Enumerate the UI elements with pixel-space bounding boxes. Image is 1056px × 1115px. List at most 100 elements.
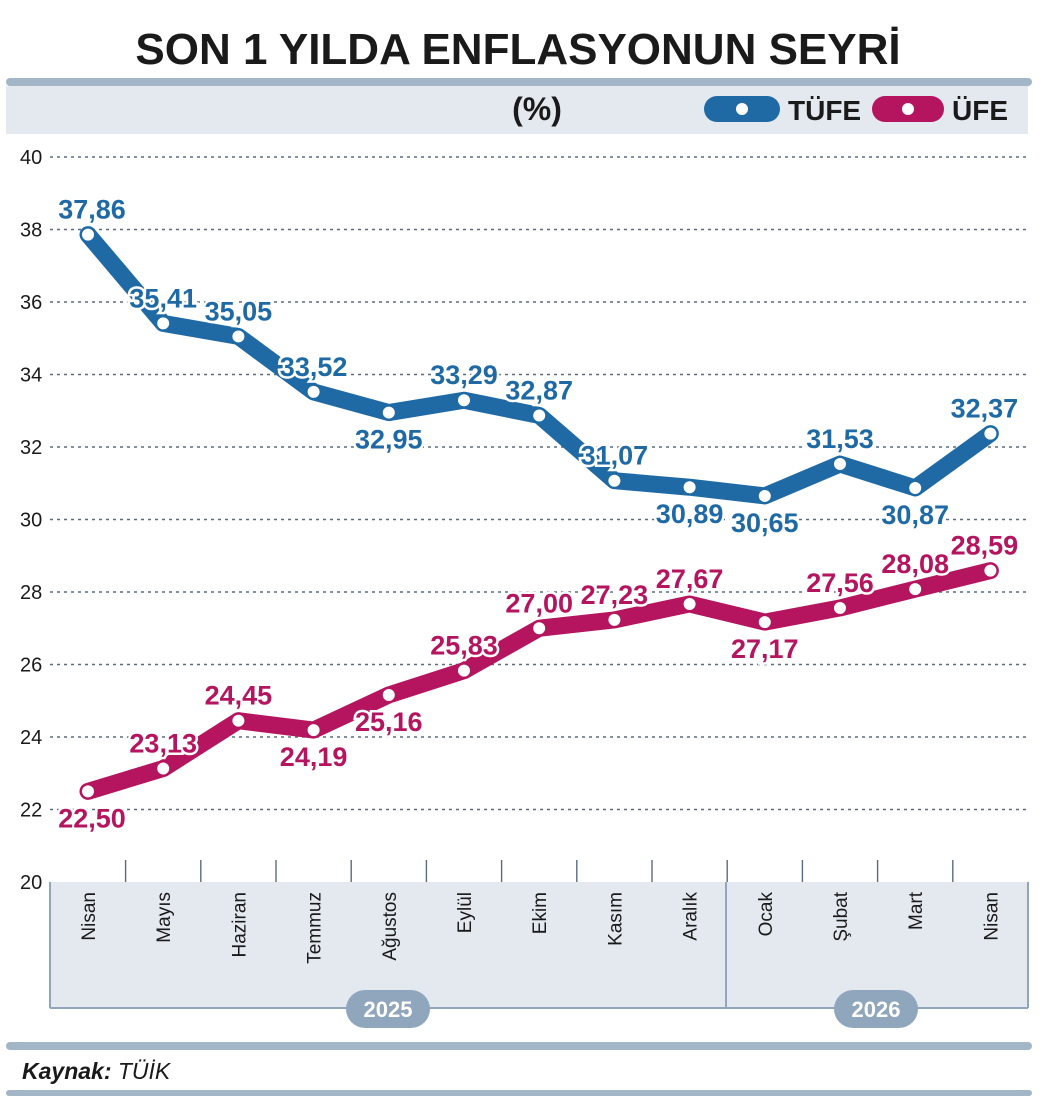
data-label: 27,67	[656, 564, 724, 594]
x-tick-label: Kasım	[605, 892, 626, 946]
data-label: 30,87	[881, 500, 949, 530]
data-label: 27,17	[731, 634, 799, 664]
data-point	[983, 426, 998, 441]
y-axis-ticks: 20 22 24 26 28 30 32 34 36 38 40	[20, 147, 42, 894]
source-label: Kaynak:	[22, 1058, 111, 1084]
data-point	[532, 621, 547, 636]
data-label: 32,95	[355, 425, 423, 455]
x-tick-label: Eylül	[455, 892, 476, 933]
data-label: 30,65	[731, 508, 799, 538]
data-label: 37,86	[58, 195, 126, 225]
year-badge-2026	[834, 990, 918, 1028]
series-layer	[79, 226, 999, 800]
y-tick-label: 36	[20, 292, 42, 314]
x-tick-label: Şubat	[831, 891, 852, 941]
y-tick-label: 34	[20, 365, 42, 387]
header-band	[6, 86, 1028, 134]
x-tick-label: Mayıs	[154, 892, 175, 943]
data-point	[908, 480, 923, 495]
y-tick-label: 40	[20, 147, 42, 169]
data-point	[607, 612, 622, 627]
plot-area	[50, 134, 1028, 882]
y-tick-label: 32	[20, 437, 42, 459]
data-label: 27,23	[581, 580, 649, 610]
y-tick-label: 22	[20, 800, 42, 822]
data-label: 27,00	[505, 588, 573, 618]
legend: TÜFE ÜFE	[704, 95, 1008, 126]
y-grid	[50, 156, 1028, 811]
data-label: 24,45	[205, 681, 273, 711]
data-point	[381, 687, 396, 702]
data-label: 35,05	[205, 296, 273, 326]
data-label: 31,07	[581, 441, 649, 471]
footer-frame-top	[6, 1042, 1032, 1050]
data-point	[833, 600, 847, 615]
year-badge-2025	[346, 990, 430, 1028]
legend-item-tufe: TÜFE	[704, 95, 861, 126]
legend-label-ufe: ÜFE	[952, 95, 1008, 126]
data-label: 30,89	[656, 499, 724, 529]
data-point	[457, 393, 471, 408]
data-point	[682, 480, 697, 495]
x-axis-panel	[50, 882, 1028, 1008]
data-label: 27,56	[806, 568, 874, 598]
x-tick-label: Ağustos	[380, 892, 401, 961]
data-label: 24,19	[280, 742, 348, 772]
x-axis-ticks: Nisan Mayıs Haziran Temmuz Ağustos Eylül Ekim K…	[79, 860, 1002, 964]
data-point	[908, 582, 923, 597]
data-label: 23,13	[129, 729, 197, 759]
data-point	[156, 316, 171, 331]
data-label: 31,53	[806, 424, 874, 454]
x-tick-label: Ocak	[756, 892, 777, 937]
data-point	[532, 408, 547, 423]
data-label: 22,50	[58, 803, 126, 833]
data-label: 25,16	[355, 707, 423, 737]
chart-title: SON 1 YILDA ENFLASYONUN SEYRİ	[135, 25, 900, 74]
y-tick-label: 26	[20, 655, 42, 677]
data-point	[156, 761, 171, 776]
data-label: 28,59	[951, 531, 1019, 561]
data-point	[682, 596, 697, 611]
data-point	[306, 723, 321, 738]
legend-marker-tufe	[736, 103, 748, 115]
y-tick-label: 38	[20, 220, 42, 242]
data-point	[81, 227, 95, 242]
x-tick-label: Haziran	[229, 892, 250, 957]
data-point	[306, 384, 321, 399]
y-tick-label: 28	[20, 582, 42, 604]
data-point	[457, 663, 471, 678]
year-brackets: 2025 2026	[49, 882, 1029, 1028]
header-frame-top	[6, 78, 1032, 86]
data-point	[983, 563, 998, 578]
legend-item-ufe: ÜFE	[872, 95, 1008, 126]
legend-label-tufe: TÜFE	[788, 95, 861, 126]
x-tick-label: Nisan	[981, 892, 1002, 941]
source-value: TÜİK	[118, 1058, 172, 1084]
x-tick-label: Mart	[906, 891, 927, 930]
unit-label: (%)	[512, 91, 562, 127]
x-tick-label: Aralık	[681, 892, 702, 941]
year-label-2026: 2026	[852, 997, 901, 1022]
data-point	[231, 713, 246, 728]
y-tick-label: 30	[20, 510, 42, 532]
year-label-2025: 2025	[364, 997, 413, 1022]
data-point	[231, 329, 246, 344]
data-label: 35,41	[129, 283, 197, 313]
data-label: 28,08	[881, 549, 949, 579]
data-point	[833, 457, 847, 472]
x-tick-label: Nisan	[79, 892, 100, 941]
data-label: 25,83	[430, 631, 498, 661]
x-tick-label: Ekim	[530, 892, 551, 934]
data-point	[607, 473, 622, 488]
source-line: Kaynak: TÜİK	[22, 1058, 172, 1084]
data-label: 33,29	[430, 360, 498, 390]
data-point	[757, 488, 772, 503]
x-tick-label: Temmuz	[305, 892, 326, 964]
data-point	[381, 405, 396, 420]
data-label: 32,87	[505, 375, 573, 405]
data-point	[757, 615, 772, 630]
data-label: 32,37	[951, 394, 1019, 424]
data-label: 33,52	[280, 352, 348, 382]
